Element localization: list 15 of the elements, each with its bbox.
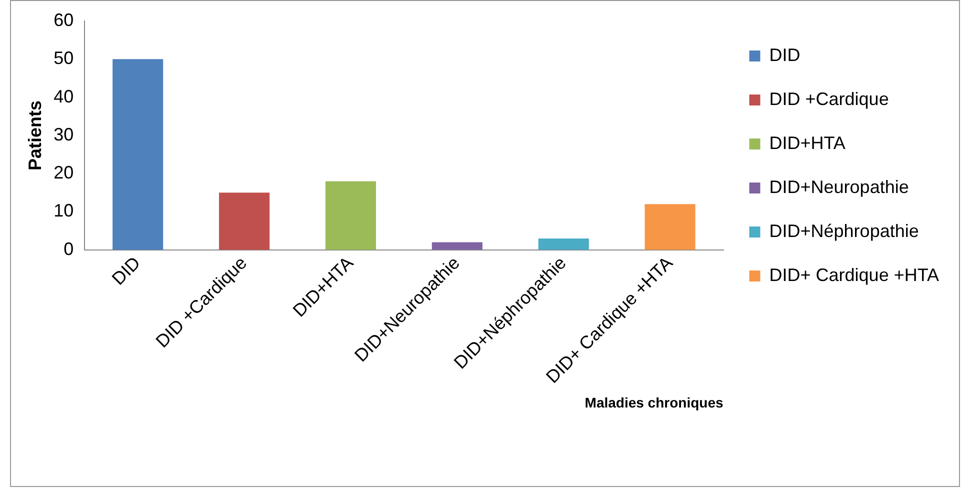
legend-label: DID+Néphropathie [769, 220, 919, 241]
legend-label: DID+HTA [769, 132, 846, 153]
x-axis-title: Maladies chroniques [584, 394, 724, 410]
legend-label: DID+Neuropathie [769, 176, 909, 197]
legend-label: DID +Cardique [769, 88, 889, 109]
y-tick-label: 0 [64, 238, 74, 259]
x-tick-label: DID [108, 252, 144, 289]
y-tick-label: 60 [54, 10, 74, 30]
y-tick-label: 30 [54, 124, 74, 144]
y-tick-label: 40 [54, 86, 74, 106]
y-axis-title: Patients [24, 100, 45, 170]
legend-label: DID [769, 44, 800, 65]
y-tick-label: 20 [54, 162, 74, 183]
y-tick-label: 10 [54, 200, 74, 221]
y-tick-label: 50 [54, 48, 74, 68]
